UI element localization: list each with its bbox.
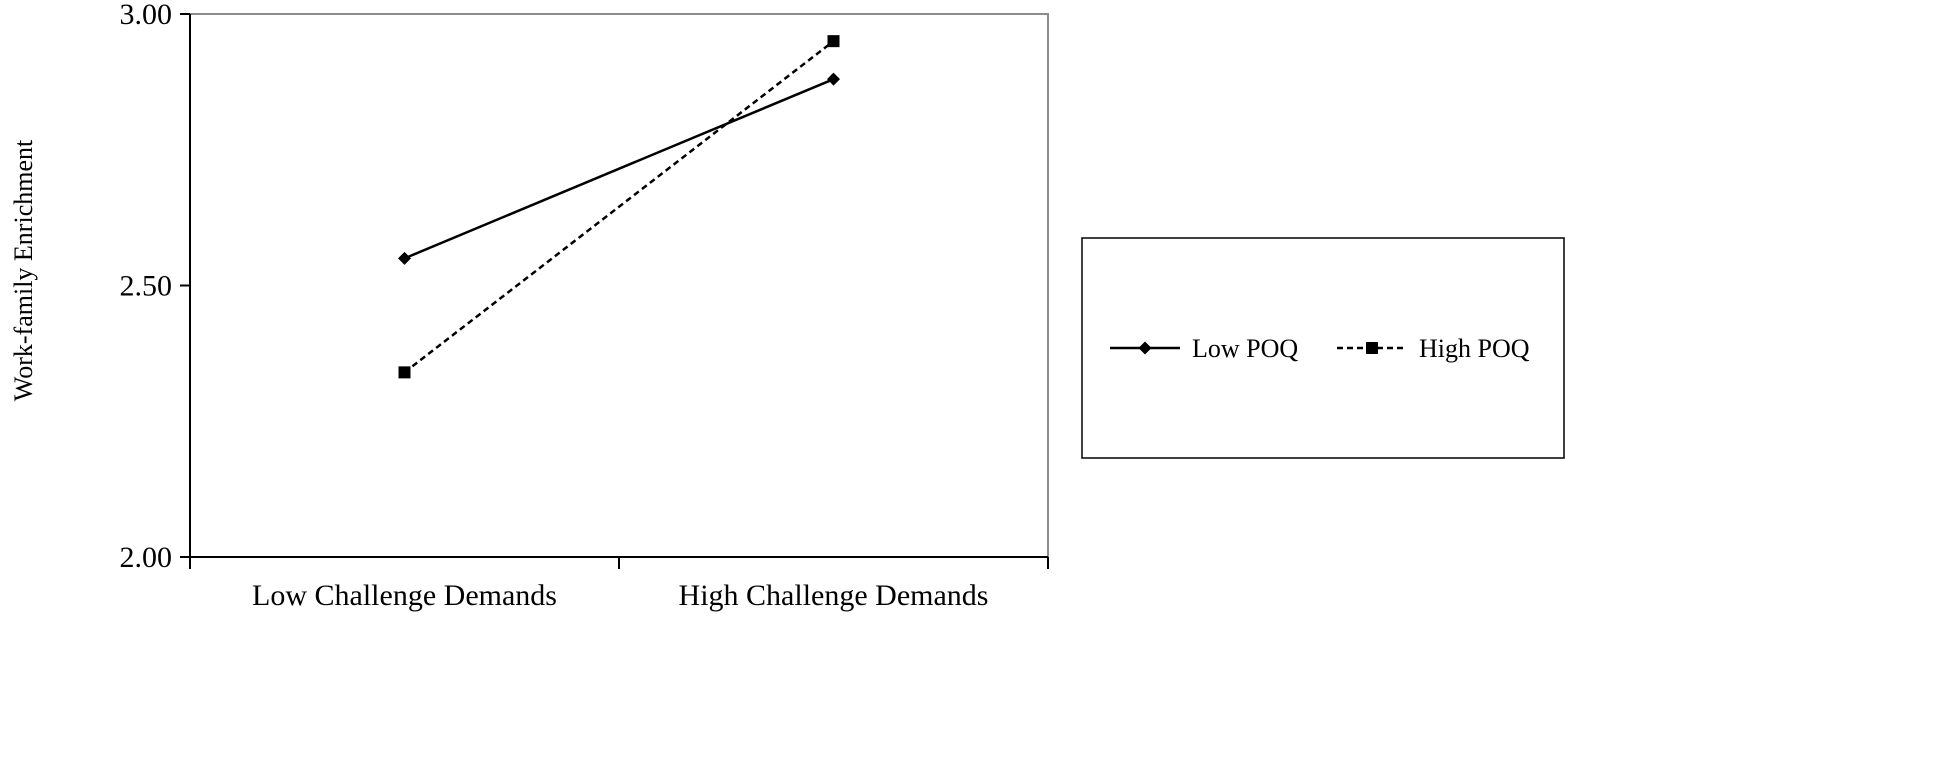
legend-label: Low POQ (1192, 334, 1298, 363)
legend-item: Low POQ (1110, 334, 1298, 363)
legend-items: Low POQ High POQ (1110, 334, 1530, 363)
legend: Low POQ High POQ (1081, 237, 1565, 459)
series-line (404, 78, 834, 260)
data-point-square (827, 35, 840, 48)
legend-marker-square (1366, 342, 1378, 354)
series-line (403, 40, 835, 374)
series-low-poq (398, 72, 840, 265)
axes: 2.00 2.50 3.00 Low Challenge Demands High Ch… (120, 0, 1049, 612)
series-high-poq (398, 35, 840, 379)
series-layer (398, 35, 840, 379)
legend-marker-diamond (1138, 341, 1152, 355)
legend-item: High POQ (1337, 334, 1530, 363)
y-tick-label: 2.00 (120, 541, 173, 574)
plot-area-frame (189, 13, 1049, 558)
x-tick-label: Low Challenge Demands (252, 579, 557, 612)
data-point-square (398, 366, 411, 379)
data-point-diamond (827, 72, 840, 86)
y-tick-label: 3.00 (120, 0, 173, 31)
y-tick-label: 2.50 (120, 270, 173, 303)
y-axis-label: Work-family Enrichment (9, 139, 38, 401)
x-tick-label: High Challenge Demands (679, 579, 989, 612)
data-point-diamond (398, 251, 411, 265)
legend-label: High POQ (1419, 334, 1530, 363)
